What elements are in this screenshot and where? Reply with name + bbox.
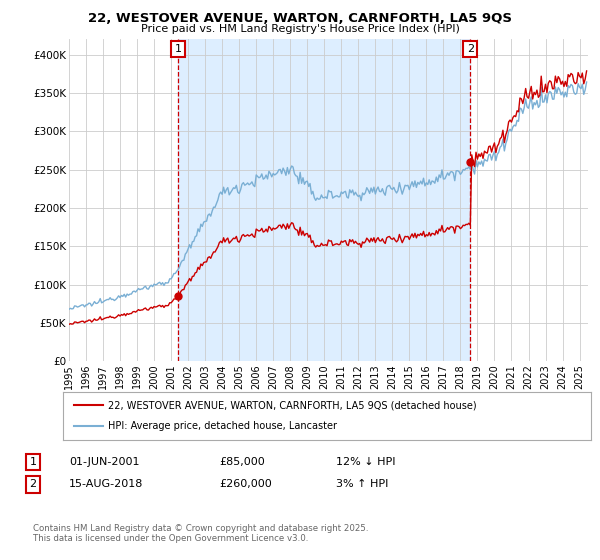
Text: £85,000: £85,000 xyxy=(219,457,265,467)
Text: 2: 2 xyxy=(467,44,474,54)
Text: Contains HM Land Registry data © Crown copyright and database right 2025.
This d: Contains HM Land Registry data © Crown c… xyxy=(33,524,368,543)
Text: 3% ↑ HPI: 3% ↑ HPI xyxy=(336,479,388,489)
Text: Price paid vs. HM Land Registry's House Price Index (HPI): Price paid vs. HM Land Registry's House … xyxy=(140,24,460,34)
Text: 2: 2 xyxy=(29,479,37,489)
Text: £260,000: £260,000 xyxy=(219,479,272,489)
Text: 1: 1 xyxy=(29,457,37,467)
Text: 12% ↓ HPI: 12% ↓ HPI xyxy=(336,457,395,467)
Text: HPI: Average price, detached house, Lancaster: HPI: Average price, detached house, Lanc… xyxy=(108,421,337,431)
Text: 15-AUG-2018: 15-AUG-2018 xyxy=(69,479,143,489)
Text: 1: 1 xyxy=(175,44,182,54)
Text: 22, WESTOVER AVENUE, WARTON, CARNFORTH, LA5 9QS: 22, WESTOVER AVENUE, WARTON, CARNFORTH, … xyxy=(88,12,512,25)
Text: 01-JUN-2001: 01-JUN-2001 xyxy=(69,457,139,467)
Text: 22, WESTOVER AVENUE, WARTON, CARNFORTH, LA5 9QS (detached house): 22, WESTOVER AVENUE, WARTON, CARNFORTH, … xyxy=(108,400,476,410)
Bar xyxy=(178,39,470,361)
